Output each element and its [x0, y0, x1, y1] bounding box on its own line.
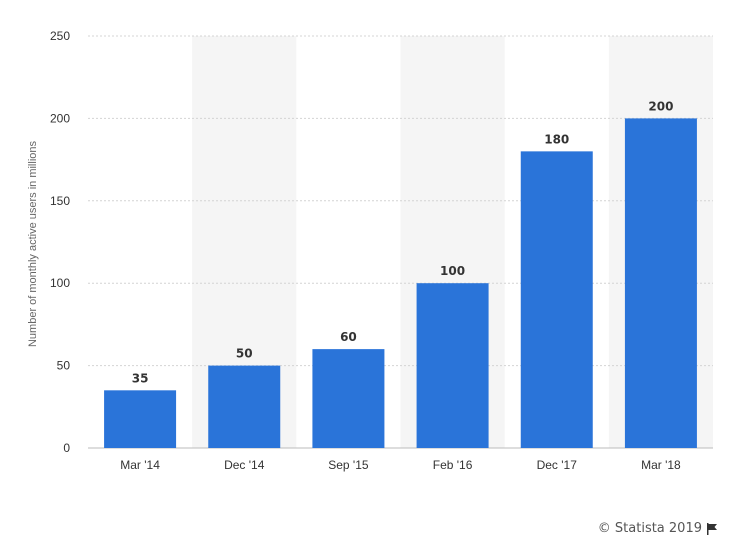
y-axis-title: Number of monthly active users in millio…: [27, 140, 39, 347]
x-tick-label: Mar '18: [641, 458, 681, 472]
bar[interactable]: [624, 118, 697, 449]
y-tick-label: 0: [63, 441, 70, 455]
y-tick-label: 50: [57, 359, 71, 373]
y-tick-label: 250: [50, 29, 70, 43]
x-axis-tick-labels: Mar '14 Dec '14 Sep '15 Feb '16 Dec '17 Mar '…: [120, 458, 681, 472]
bar[interactable]: [520, 151, 593, 449]
statista-credit[interactable]: © Statista 2019: [598, 521, 718, 536]
x-tick-label: Feb '16: [433, 458, 473, 472]
bar-value-label: 180: [544, 132, 569, 146]
bar[interactable]: [312, 349, 385, 448]
gridlines: [88, 35, 713, 449]
y-tick-label: 200: [50, 111, 70, 125]
y-axis-tick-labels: 0 50 100 150 200 250: [50, 29, 70, 455]
bars-group: [104, 118, 697, 449]
bar[interactable]: [104, 390, 177, 448]
x-tick-label: Dec '14: [224, 458, 265, 472]
bar-value-label: 100: [440, 264, 465, 278]
bar-value-label: 200: [648, 99, 673, 113]
credit-text: © Statista 2019: [597, 521, 702, 536]
bar-value-label: 60: [340, 330, 357, 344]
flag-icon: [707, 522, 717, 535]
data-labels: 35 50 60 100 180 200: [132, 99, 674, 385]
bar-value-label: 50: [236, 347, 253, 361]
x-tick-label: Mar '14: [120, 458, 160, 472]
bar[interactable]: [416, 283, 489, 448]
x-tick-label: Dec '17: [537, 458, 578, 472]
y-tick-label: 150: [50, 194, 70, 208]
bar[interactable]: [208, 365, 281, 448]
bar-value-label: 35: [132, 371, 149, 385]
y-tick-label: 100: [50, 276, 70, 290]
x-tick-label: Sep '15: [328, 458, 369, 472]
